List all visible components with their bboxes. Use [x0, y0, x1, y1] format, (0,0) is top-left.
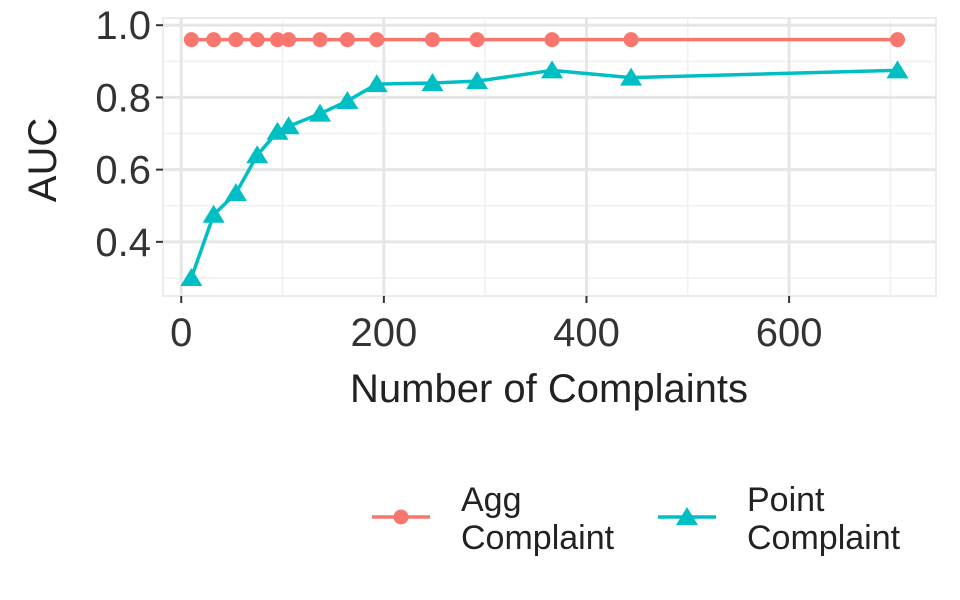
tick-labels: 0 200 400 600 0.4 0.6 0.8 1.0	[95, 4, 822, 355]
point-complaint-point	[266, 121, 289, 140]
point-complaint-point	[224, 183, 247, 202]
point-complaint-point	[246, 145, 269, 164]
agg-complaint-point	[369, 32, 385, 48]
agg-complaint-point	[228, 32, 244, 48]
x-tick-label: 200	[350, 311, 417, 355]
point-complaint-point	[277, 116, 300, 135]
legend-key-marker-point-complaint	[676, 507, 698, 525]
legend-key-marker-agg-complaint	[393, 509, 409, 525]
point-complaint-point	[202, 204, 225, 223]
panel-border	[162, 17, 937, 297]
point-complaint-point	[886, 60, 909, 79]
major-gridlines	[163, 18, 936, 296]
agg-complaint-point	[339, 32, 355, 48]
legend-label-point-complaint: Point	[747, 481, 825, 519]
agg-complaint-point	[469, 32, 485, 48]
agg-complaint-point	[890, 32, 906, 48]
point-complaint-point	[365, 74, 388, 93]
point-complaint-point	[336, 91, 359, 110]
agg-complaint-point	[269, 32, 285, 48]
x-tick-label: 400	[553, 311, 620, 355]
x-tick-label: 600	[756, 311, 823, 355]
agg-complaint-point	[544, 32, 560, 48]
point-complaint-point	[620, 67, 643, 86]
legend-label-point-complaint: Complaint	[747, 519, 901, 557]
legend-label-agg-complaint: Agg	[461, 481, 522, 519]
plot-panel	[162, 17, 937, 297]
point-complaint-point	[309, 103, 332, 122]
y-tick-label: 1.0	[95, 4, 151, 48]
series-line-point-complaint	[189, 68, 898, 279]
agg-complaint-point	[206, 32, 222, 48]
legend-label-agg-complaint: Complaint	[461, 519, 615, 557]
point-complaint-point	[541, 60, 564, 79]
y-tick-label: 0.6	[95, 149, 151, 193]
series-markers	[180, 32, 909, 286]
axis-ticks	[156, 24, 791, 303]
agg-complaint-point	[623, 32, 639, 48]
agg-complaint-point	[281, 32, 297, 48]
x-axis-title: Number of Complaints	[350, 367, 748, 411]
x-tick-label: 0	[170, 311, 192, 355]
point-complaint-point	[421, 72, 444, 91]
agg-complaint-point	[424, 32, 440, 48]
y-axis-title: AUC	[21, 118, 65, 202]
agg-complaint-point	[183, 32, 199, 48]
point-complaint-point	[466, 71, 489, 90]
point-complaint-point	[180, 267, 203, 286]
agg-complaint-point	[312, 32, 328, 48]
y-tick-label: 0.8	[95, 76, 151, 120]
y-tick-label: 0.4	[95, 221, 151, 265]
agg-complaint-point	[249, 32, 265, 48]
